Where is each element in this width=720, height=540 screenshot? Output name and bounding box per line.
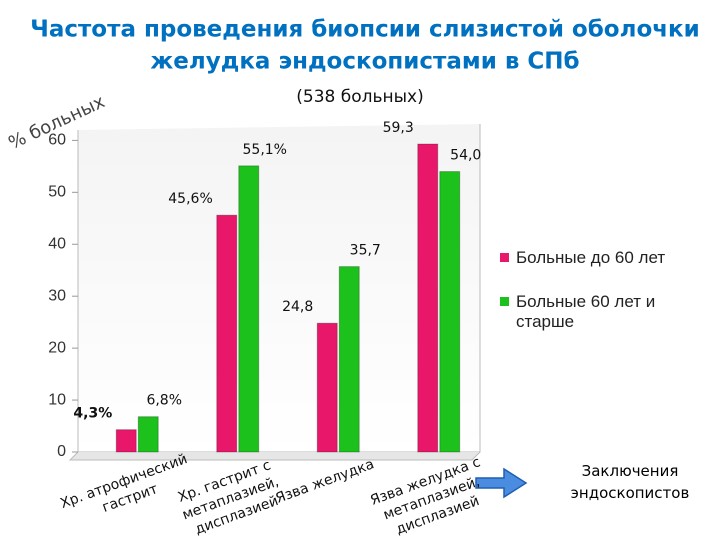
bar (439, 171, 461, 453)
chart-subtitle: (538 больных) (296, 87, 423, 107)
data-label: 59,3 (383, 120, 414, 136)
annotation-line: Заключения (581, 462, 679, 480)
legend-item: Больные 60 лет и старше (500, 292, 685, 332)
bar (417, 143, 439, 453)
chart-title: Частота проведения биопсии слизистой обо… (30, 17, 700, 43)
legend-label: Больные 60 лет и старше (516, 292, 656, 331)
bar (316, 322, 338, 453)
y-tick-label: 60 (48, 132, 66, 149)
y-tick-label: 20 (48, 339, 66, 356)
annotation-line: эндоскопистов (570, 484, 690, 502)
data-label: 55,1% (243, 142, 287, 158)
x-tick-label: Язва желудка (274, 456, 377, 506)
bar (115, 429, 137, 453)
y-tick-label: 0 (57, 443, 66, 460)
bar (216, 214, 238, 453)
legend-swatch (500, 297, 509, 306)
y-tick-label: 30 (48, 287, 66, 304)
chart-title: желудка эндоскопистами в СПб (150, 49, 579, 75)
data-label: 35,7 (350, 243, 381, 259)
legend-item: Больные до 60 лет (500, 248, 685, 268)
floor (68, 451, 481, 461)
data-label: 4,3% (73, 406, 112, 422)
bar (137, 416, 159, 453)
bar (238, 165, 260, 453)
data-label: 6,8% (146, 393, 182, 409)
legend-label: Больные до 60 лет (516, 248, 666, 267)
annotation: Заключения эндоскопистов (555, 460, 705, 504)
data-label: 54,0 (450, 148, 481, 164)
data-label: 24,8 (282, 299, 313, 315)
data-label: 45,6% (168, 191, 212, 207)
y-tick-label: 50 (48, 184, 66, 201)
y-tick-label: 40 (48, 235, 66, 252)
arrow (475, 467, 528, 499)
legend-swatch (500, 253, 509, 262)
bar (338, 266, 360, 453)
y-tick-label: 10 (48, 391, 66, 408)
